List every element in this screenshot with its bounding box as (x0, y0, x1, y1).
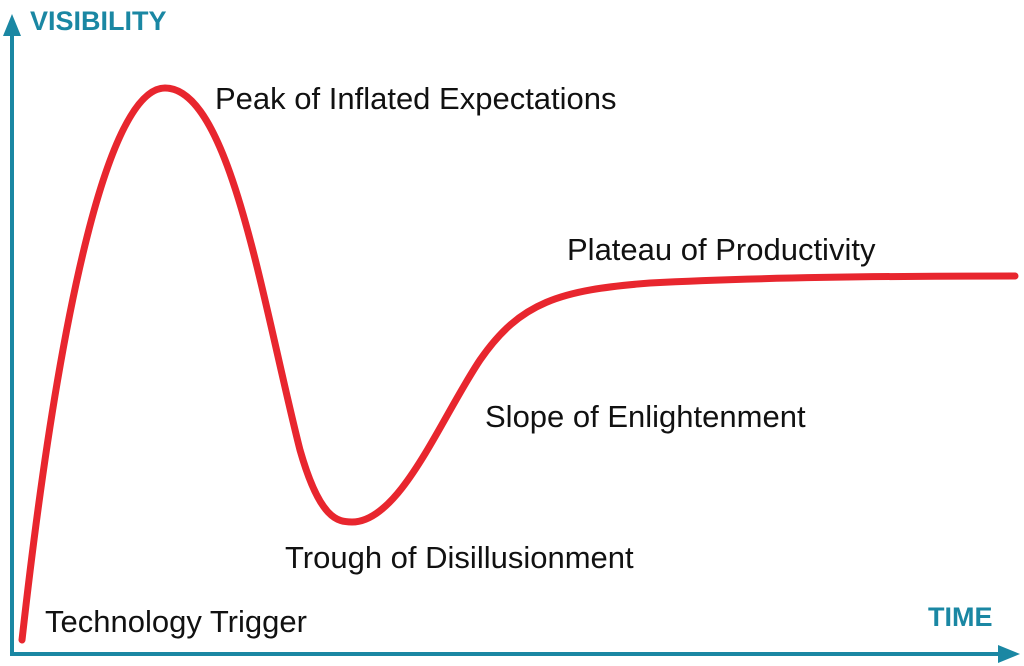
phase-label: Plateau of Productivity (567, 232, 876, 267)
x-axis-arrow (998, 645, 1020, 663)
phase-label: Technology Trigger (45, 604, 307, 639)
x-axis-label: TIME (928, 602, 993, 632)
hype-curve (18, 84, 1019, 644)
phase-label: Slope of Enlightenment (485, 399, 806, 434)
y-axis-arrow (3, 14, 21, 36)
axes (3, 14, 1020, 663)
y-axis-label: VISIBILITY (30, 6, 167, 36)
phase-label: Trough of Disillusionment (285, 540, 634, 575)
phase-label: Peak of Inflated Expectations (215, 81, 617, 116)
